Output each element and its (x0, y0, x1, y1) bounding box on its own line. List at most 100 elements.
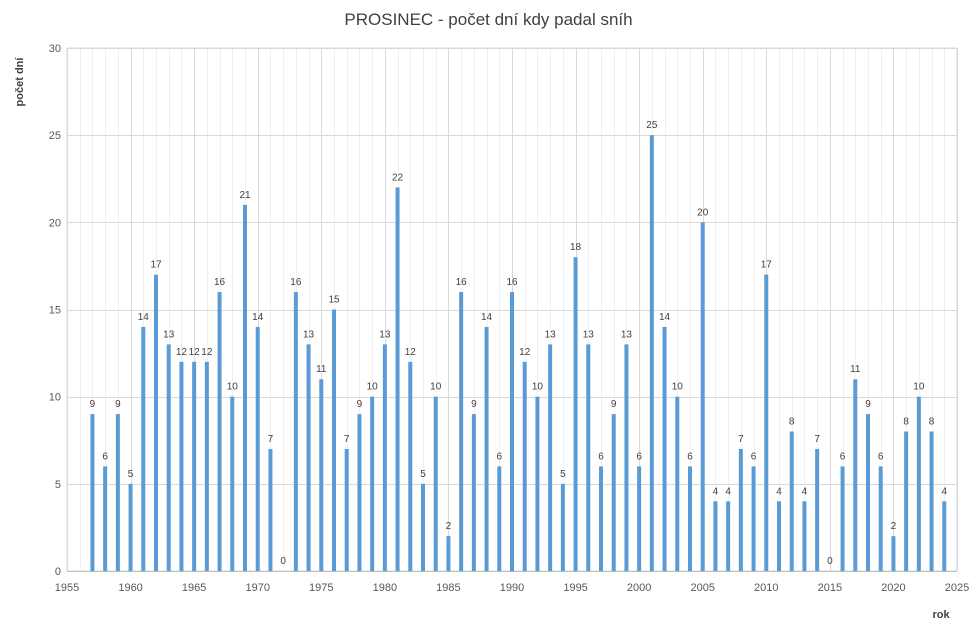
bar (166, 344, 171, 571)
bar (560, 483, 565, 571)
bar (192, 361, 197, 571)
y-axis-title: počet dní (14, 57, 26, 107)
bar (764, 274, 769, 571)
data-label: 2 (891, 521, 897, 532)
bar (878, 466, 883, 571)
bar (128, 483, 133, 571)
data-label: 9 (611, 399, 617, 410)
x-tick-label: 1985 (436, 582, 460, 594)
data-label: 9 (865, 399, 871, 410)
bar (802, 501, 807, 571)
bar (306, 344, 311, 571)
bar (713, 501, 718, 571)
bar (154, 274, 158, 571)
bar (319, 379, 324, 571)
bar (586, 344, 591, 571)
x-tick-label: 2000 (627, 582, 651, 594)
data-label: 4 (942, 486, 948, 497)
data-label: 6 (636, 451, 642, 462)
data-label: 4 (725, 486, 731, 497)
data-label: 11 (850, 364, 861, 375)
data-label: 10 (367, 382, 379, 393)
bar (815, 448, 820, 571)
bar (688, 466, 692, 571)
data-label: 7 (814, 434, 820, 445)
bar (891, 536, 896, 571)
bar (904, 431, 909, 571)
bar (853, 379, 858, 571)
data-label: 12 (176, 347, 188, 358)
data-label: 14 (659, 312, 671, 323)
bar (141, 326, 146, 571)
bar (611, 414, 616, 571)
bar (662, 326, 667, 571)
data-label: 14 (252, 312, 264, 323)
bar (255, 326, 260, 571)
bar (459, 292, 464, 571)
x-tick-label: 1975 (309, 582, 333, 594)
data-label: 17 (761, 260, 773, 271)
data-label: 13 (163, 329, 175, 340)
data-label: 16 (214, 277, 226, 288)
bar (395, 187, 400, 571)
bar (751, 466, 756, 571)
bar (497, 466, 502, 571)
data-label: 4 (713, 486, 719, 497)
bar (637, 466, 642, 571)
bar (700, 222, 705, 572)
bar (929, 431, 934, 571)
y-tick-label: 20 (49, 217, 61, 229)
bar (726, 501, 731, 571)
data-label: 9 (471, 399, 477, 410)
data-label: 5 (420, 469, 426, 480)
bar (777, 501, 781, 571)
bar (433, 396, 438, 571)
data-label: 8 (903, 417, 909, 428)
data-label: 12 (405, 347, 417, 358)
bar (573, 257, 578, 571)
bar (624, 344, 629, 571)
data-label: 10 (430, 382, 442, 393)
bar (484, 326, 489, 571)
bars (90, 135, 947, 572)
data-label: 9 (357, 399, 363, 410)
bar (446, 536, 451, 571)
bar (217, 292, 222, 571)
data-label: 20 (697, 207, 709, 218)
data-label: 11 (316, 364, 327, 375)
data-label: 6 (598, 451, 604, 462)
bar (866, 414, 870, 571)
x-tick-label: 1965 (182, 582, 206, 594)
data-label: 2 (446, 521, 452, 532)
data-label: 22 (392, 172, 404, 183)
x-tick-label: 1960 (118, 582, 142, 594)
data-label: 12 (189, 347, 201, 358)
data-label: 13 (379, 329, 391, 340)
bar (332, 309, 336, 571)
bar (522, 361, 527, 571)
data-label: 12 (519, 347, 531, 358)
bar (115, 414, 120, 571)
data-label: 14 (138, 312, 150, 323)
data-label: 15 (328, 295, 340, 306)
data-label: 13 (583, 329, 595, 340)
bar (421, 483, 425, 571)
data-label: 8 (929, 417, 935, 428)
bar (357, 414, 362, 571)
data-label: 10 (227, 382, 239, 393)
data-label: 0 (280, 556, 286, 567)
bar (510, 292, 514, 571)
data-label: 16 (456, 277, 468, 288)
data-label: 10 (672, 382, 684, 393)
x-tick-label: 1970 (245, 582, 269, 594)
x-tick-label: 2005 (690, 582, 714, 594)
y-tick-label: 5 (55, 479, 61, 491)
data-label: 7 (268, 434, 274, 445)
data-label: 13 (621, 329, 633, 340)
bar (179, 361, 184, 571)
bar (243, 204, 247, 571)
bar (675, 396, 680, 571)
data-label: 13 (303, 329, 315, 340)
x-axis-title: rok (932, 609, 950, 621)
